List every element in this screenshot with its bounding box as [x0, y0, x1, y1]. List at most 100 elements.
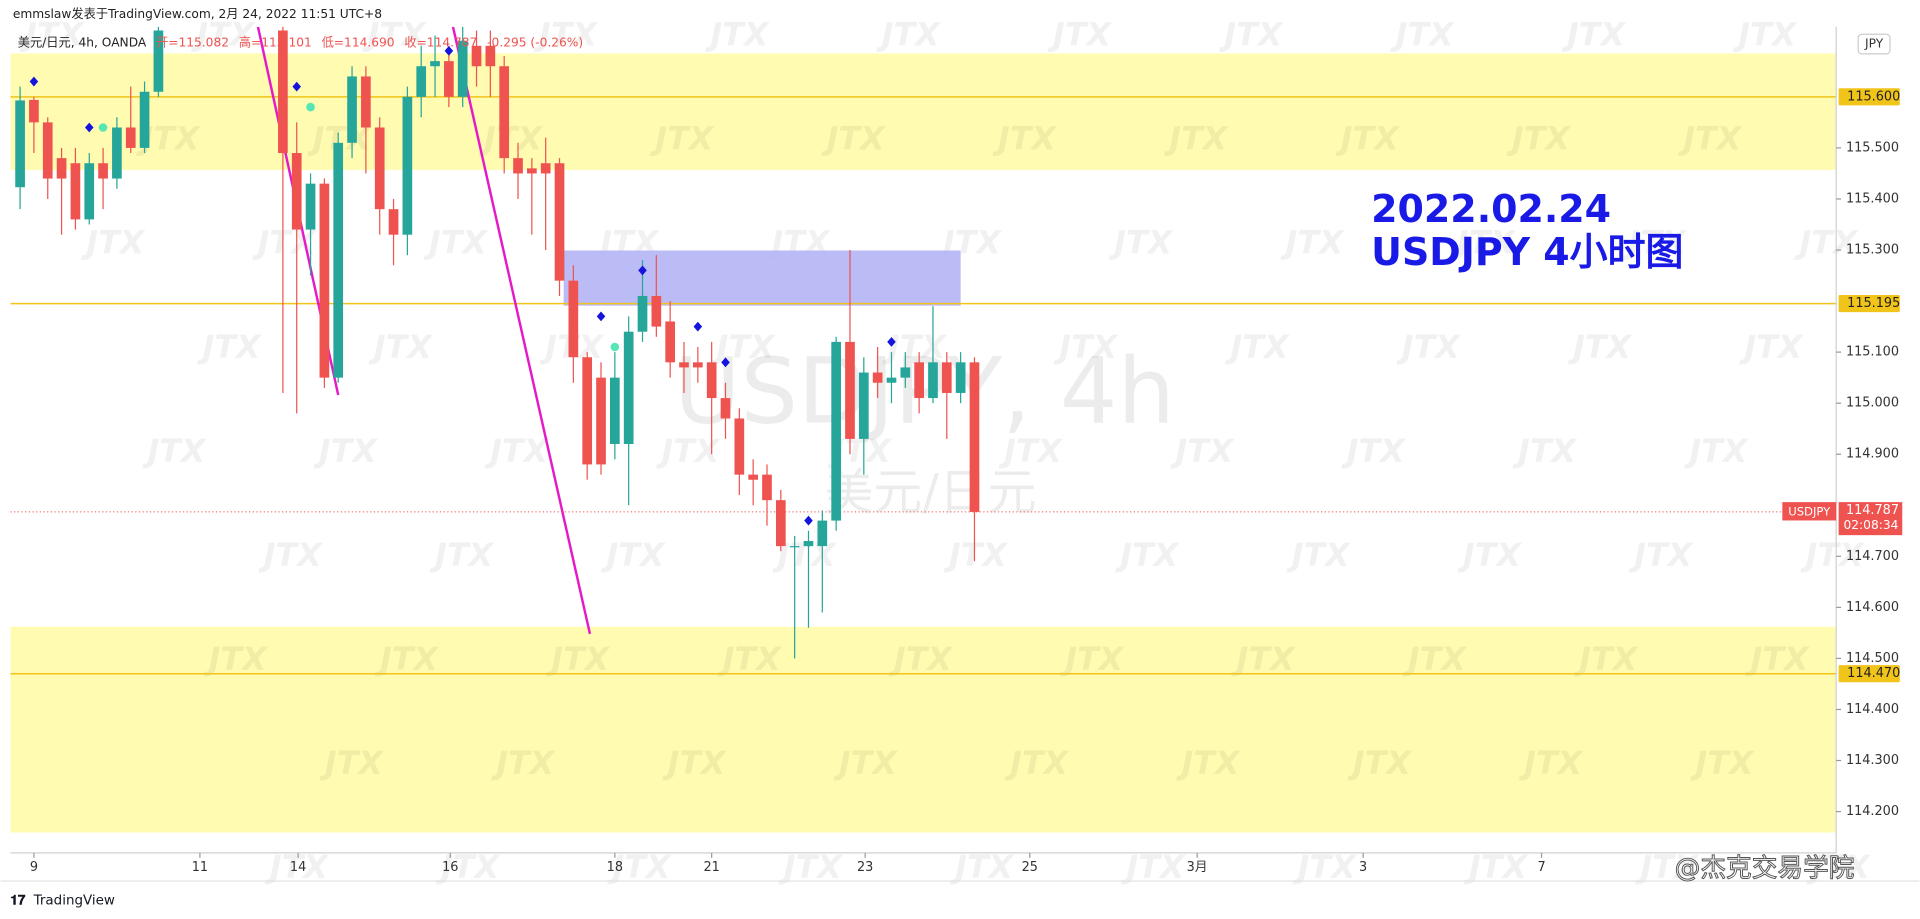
candle-body — [706, 362, 717, 399]
watermark-logo: JTX — [1053, 328, 1119, 366]
watermark-logo: JTX — [545, 640, 611, 678]
watermark-logo: JTX — [888, 640, 954, 678]
x-tick-label: 9 — [30, 860, 38, 875]
watermark-logo: JTX — [423, 224, 489, 262]
watermark-logo: JTX — [1628, 536, 1694, 574]
watermark-logo: JTX — [1457, 536, 1523, 574]
candle-body — [361, 76, 371, 128]
watermark-logo: JTX — [1567, 328, 1633, 366]
watermark-logo: JTX — [362, 16, 428, 54]
candle-body — [388, 209, 399, 235]
footer-credit: @杰克交易学院 — [1675, 853, 1855, 883]
watermark-logo: JTX — [1506, 120, 1572, 158]
last-price-label: 114.787 — [1846, 503, 1899, 518]
watermark-logo: JTX — [1396, 328, 1462, 366]
candle-body — [56, 158, 67, 179]
candle-body — [596, 377, 606, 465]
watermark-logo: JTX — [1573, 640, 1639, 678]
supply-box — [563, 250, 961, 306]
candle-body — [98, 163, 108, 179]
candle-body — [637, 295, 648, 332]
y-tick-label: 115.100 — [1846, 345, 1899, 360]
candle-body — [900, 367, 911, 378]
candle-body — [665, 321, 676, 363]
footer-brand: TradingView — [33, 894, 115, 909]
signal-marker — [721, 357, 730, 368]
watermark-logo: JTX — [435, 848, 501, 886]
candle-body — [540, 163, 551, 174]
watermark-logo: JTX — [1512, 432, 1578, 470]
x-tick-label: 25 — [1022, 860, 1038, 875]
watermark-logo: JTX — [1463, 848, 1529, 886]
watermark-logo: JTX — [1335, 120, 1401, 158]
candle-body — [374, 127, 385, 210]
candle-body — [444, 61, 454, 97]
watermark-logo: JTX — [655, 432, 721, 470]
watermark-logo: JTX — [717, 640, 783, 678]
candle-body — [29, 99, 39, 123]
watermark-logo: JTX — [264, 848, 330, 886]
level-badge — [1838, 295, 1900, 313]
signal-marker — [98, 123, 108, 132]
watermark-logo: JTX — [600, 536, 666, 574]
candle-body — [513, 158, 523, 174]
watermark-logo: JTX — [1390, 16, 1456, 54]
y-tick-label: 114.400 — [1846, 702, 1899, 717]
watermark-logo: JTX — [992, 120, 1058, 158]
watermark-logo: JTX — [190, 16, 256, 54]
watermark-logo: JTX — [197, 328, 263, 366]
watermark-logo: JTX — [1745, 640, 1811, 678]
signal-marker — [29, 76, 39, 87]
watermark-logo: JTX — [1806, 848, 1872, 886]
y-tick-label: 114.300 — [1846, 753, 1899, 768]
watermark-logo: JTX — [1689, 744, 1755, 782]
legend-item: 高=115.101 — [239, 34, 312, 49]
candle-body — [15, 100, 25, 188]
watermark-logo: JTX — [1163, 120, 1229, 158]
watermark-logo: JTX — [141, 432, 207, 470]
signal-marker — [84, 122, 94, 133]
symbol-badge — [1782, 502, 1837, 521]
candle-body — [568, 280, 579, 358]
level-label: 114.470 — [1847, 666, 1900, 681]
watermark-logo: JTX — [998, 432, 1064, 470]
candle-body — [471, 45, 482, 67]
watermark-logo: JTX — [1224, 328, 1290, 366]
candle-body — [623, 331, 634, 445]
annotation: 2022.02.24 — [1371, 187, 1611, 231]
symbol-label: USDJPY — [1788, 504, 1831, 518]
watermark-logo: JTX — [1347, 744, 1413, 782]
y-tick-label: 114.700 — [1846, 549, 1899, 564]
watermark-logo: JTX — [1120, 848, 1186, 886]
legend-item: -0.295 (-0.26%) — [487, 35, 583, 49]
watermark-logo: JTX — [1634, 848, 1700, 886]
zone — [10, 53, 1837, 170]
signal-marker — [693, 321, 703, 332]
candle-body — [651, 295, 662, 327]
candle-body — [139, 91, 150, 148]
candle-body — [278, 30, 288, 154]
watermark-logo: JTX — [1004, 744, 1070, 782]
y-tick-label: 114.900 — [1846, 447, 1899, 462]
watermark-logo: JTX — [1114, 536, 1180, 574]
candle-body — [692, 362, 703, 368]
y-tick-label: 115.300 — [1846, 243, 1899, 258]
candle-body — [748, 474, 759, 480]
watermark-logo: JTX — [1169, 432, 1235, 470]
candle-body — [416, 66, 427, 97]
candle-body — [70, 163, 81, 220]
watermark-logo: JTX — [833, 744, 899, 782]
symbol-watermark: USDJPY, 4h — [674, 340, 1175, 445]
candle-body — [679, 362, 689, 368]
watermark-logo: JTX — [1451, 224, 1517, 262]
candle-body — [872, 372, 883, 383]
candle-body — [305, 183, 316, 230]
watermark-logo: JTX — [1231, 640, 1297, 678]
currency-label: JPY — [1864, 37, 1884, 51]
candle-body — [499, 66, 510, 159]
x-tick-label: 21 — [704, 860, 720, 875]
watermark-logo: JTX — [1402, 640, 1468, 678]
x-tick-label: 3 — [1359, 860, 1367, 875]
watermark-logo: JTX — [1286, 536, 1352, 574]
